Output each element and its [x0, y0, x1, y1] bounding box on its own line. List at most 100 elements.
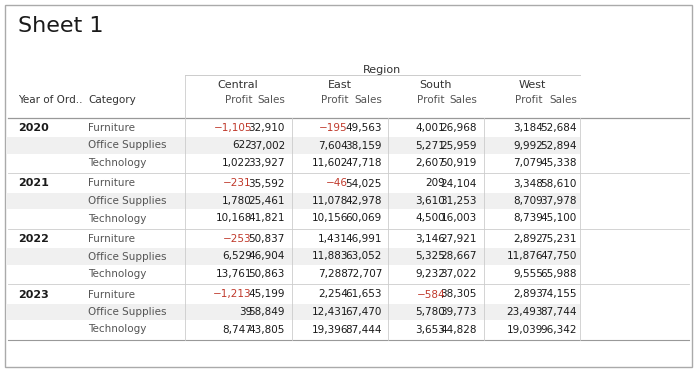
Text: 209: 209	[425, 179, 445, 189]
Text: West: West	[519, 80, 546, 90]
Text: 44,828: 44,828	[441, 324, 477, 334]
Text: 45,338: 45,338	[540, 158, 577, 168]
Text: 5,780: 5,780	[415, 307, 445, 317]
Text: 47,750: 47,750	[541, 251, 577, 262]
Text: 5,271: 5,271	[415, 141, 445, 151]
Text: Profit: Profit	[321, 95, 348, 105]
Text: 61,653: 61,653	[346, 289, 382, 299]
Text: 5,325: 5,325	[415, 251, 445, 262]
Text: 1,431: 1,431	[318, 234, 348, 244]
Text: 35,592: 35,592	[249, 179, 285, 189]
Text: Office Supplies: Office Supplies	[88, 307, 167, 317]
Text: −195: −195	[319, 123, 348, 133]
Text: 7,604: 7,604	[319, 141, 348, 151]
Text: 7,288: 7,288	[318, 269, 348, 279]
Text: 49,563: 49,563	[346, 123, 382, 133]
Text: 33,927: 33,927	[249, 158, 285, 168]
Text: 1,022: 1,022	[222, 158, 252, 168]
Text: 39,773: 39,773	[441, 307, 477, 317]
Text: 19,396: 19,396	[312, 324, 348, 334]
Text: 75,231: 75,231	[540, 234, 577, 244]
Text: 42,978: 42,978	[346, 196, 382, 206]
Bar	[185, 304, 580, 320]
Text: 2,607: 2,607	[415, 158, 445, 168]
Text: 11,883: 11,883	[312, 251, 348, 262]
Text: 2022: 2022	[18, 234, 49, 244]
Text: Sheet 1: Sheet 1	[18, 16, 103, 36]
Text: 2023: 2023	[18, 289, 49, 299]
Text: Technology: Technology	[88, 269, 146, 279]
Text: 10,156: 10,156	[312, 214, 348, 224]
Text: 67,470: 67,470	[346, 307, 382, 317]
Text: 26,968: 26,968	[441, 123, 477, 133]
Bar	[185, 193, 580, 209]
Text: 3,184: 3,184	[513, 123, 543, 133]
Text: 46,991: 46,991	[346, 234, 382, 244]
Text: 9,992: 9,992	[513, 141, 543, 151]
Text: Profit: Profit	[418, 95, 445, 105]
Text: 16,003: 16,003	[441, 214, 477, 224]
Text: 38,305: 38,305	[441, 289, 477, 299]
Text: 3,146: 3,146	[415, 234, 445, 244]
Text: 1,780: 1,780	[222, 196, 252, 206]
Text: Office Supplies: Office Supplies	[88, 141, 167, 151]
Text: Technology: Technology	[88, 214, 146, 224]
Text: 37,022: 37,022	[441, 269, 477, 279]
Text: 28,667: 28,667	[441, 251, 477, 262]
Text: 2,254: 2,254	[318, 289, 348, 299]
Bar	[6, 304, 185, 320]
Text: 4,500: 4,500	[415, 214, 445, 224]
Text: Profit: Profit	[224, 95, 252, 105]
Text: Profit: Profit	[516, 95, 543, 105]
Text: 19,039: 19,039	[507, 324, 543, 334]
Text: 25,959: 25,959	[441, 141, 477, 151]
Text: Furniture: Furniture	[88, 123, 135, 133]
Text: 3,653: 3,653	[415, 324, 445, 334]
Text: 13,761: 13,761	[215, 269, 252, 279]
Text: Technology: Technology	[88, 158, 146, 168]
Text: 41,821: 41,821	[249, 214, 285, 224]
Text: Year of Ord..: Year of Ord..	[18, 95, 82, 105]
Text: Furniture: Furniture	[88, 234, 135, 244]
Text: 96,342: 96,342	[540, 324, 577, 334]
Text: Technology: Technology	[88, 324, 146, 334]
Bar	[185, 248, 580, 265]
Text: 3,348: 3,348	[513, 179, 543, 189]
Text: 2020: 2020	[18, 123, 49, 133]
Bar	[185, 137, 580, 154]
Text: 32,910: 32,910	[249, 123, 285, 133]
Text: 58,849: 58,849	[249, 307, 285, 317]
Text: −1,105: −1,105	[213, 123, 252, 133]
Text: −584: −584	[416, 289, 445, 299]
Text: South: South	[420, 80, 452, 90]
Text: Office Supplies: Office Supplies	[88, 196, 167, 206]
Text: 8,709: 8,709	[513, 196, 543, 206]
Text: 50,919: 50,919	[441, 158, 477, 168]
Text: 31,253: 31,253	[441, 196, 477, 206]
Text: 43,805: 43,805	[249, 324, 285, 334]
Text: 72,707: 72,707	[346, 269, 382, 279]
Text: Sales: Sales	[549, 95, 577, 105]
Text: 87,444: 87,444	[346, 324, 382, 334]
Text: 23,493: 23,493	[507, 307, 543, 317]
Text: 27,921: 27,921	[441, 234, 477, 244]
Text: 52,894: 52,894	[540, 141, 577, 151]
Text: 45,100: 45,100	[541, 214, 577, 224]
Text: 7,079: 7,079	[513, 158, 543, 168]
Text: Office Supplies: Office Supplies	[88, 251, 167, 262]
Text: 38,159: 38,159	[346, 141, 382, 151]
Text: Sales: Sales	[257, 95, 285, 105]
Text: 60,069: 60,069	[346, 214, 382, 224]
Text: 2,892: 2,892	[513, 234, 543, 244]
Text: 8,747: 8,747	[222, 324, 252, 334]
Text: 39: 39	[239, 307, 252, 317]
Text: −231: −231	[223, 179, 252, 189]
Text: 87,744: 87,744	[540, 307, 577, 317]
Text: −1,213: −1,213	[213, 289, 252, 299]
Text: Furniture: Furniture	[88, 179, 135, 189]
Text: 46,904: 46,904	[249, 251, 285, 262]
Text: 50,863: 50,863	[249, 269, 285, 279]
Bar	[6, 193, 185, 209]
Text: 24,104: 24,104	[441, 179, 477, 189]
Text: Sales: Sales	[354, 95, 382, 105]
